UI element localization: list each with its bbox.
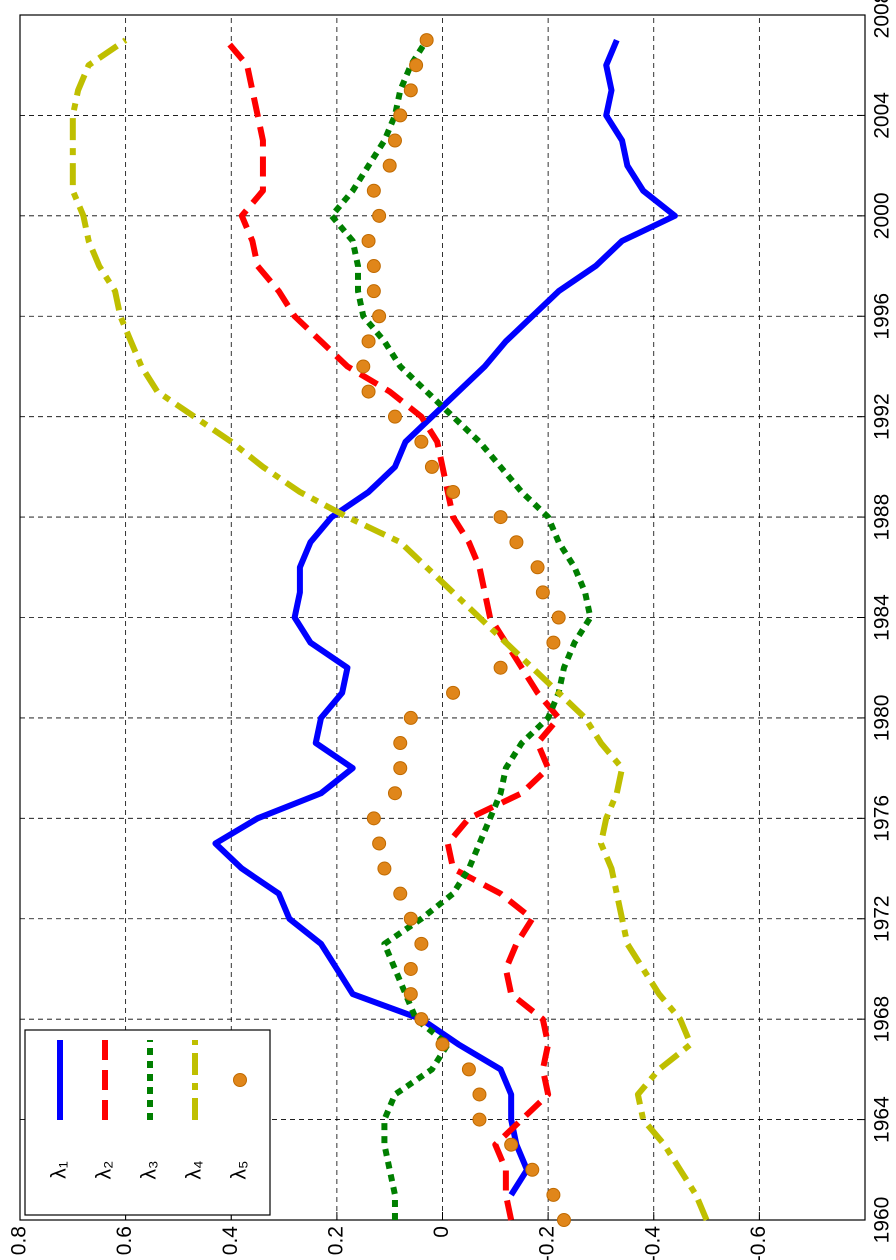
marker	[419, 33, 434, 48]
marker	[393, 886, 408, 901]
marker	[393, 736, 408, 751]
plot-frame	[19, 14, 866, 1221]
x-tick-label: 2000	[871, 192, 894, 239]
x-tick-label: 1968	[871, 996, 894, 1043]
marker	[525, 1162, 540, 1177]
y-tick-label: -0.4	[641, 1226, 664, 1260]
x-tick-label: 1980	[871, 695, 894, 742]
x-tick-label: 2008	[871, 0, 894, 38]
marker	[546, 1187, 561, 1202]
marker	[472, 1112, 487, 1127]
marker	[372, 208, 387, 223]
marker	[530, 560, 545, 575]
marker	[403, 710, 418, 725]
marker	[382, 158, 397, 173]
legend-marker	[233, 1073, 247, 1087]
y-tick-label: 0	[430, 1226, 453, 1238]
marker	[361, 384, 376, 399]
marker	[403, 987, 418, 1002]
marker	[509, 535, 524, 550]
y-tick-label: 0.4	[219, 1226, 242, 1256]
marker	[546, 635, 561, 650]
marker	[372, 309, 387, 324]
marker	[461, 1062, 476, 1077]
x-tick-label: 1964	[871, 1096, 894, 1143]
y-tick-label: 0.6	[113, 1226, 136, 1255]
marker	[372, 836, 387, 851]
marker	[435, 1037, 450, 1052]
marker	[446, 685, 461, 700]
x-tick-label: 1976	[871, 795, 894, 842]
marker	[366, 811, 381, 826]
marker	[414, 936, 429, 951]
legend-label: λ₅	[228, 1161, 251, 1180]
marker	[387, 133, 402, 148]
marker	[361, 233, 376, 248]
series-line	[223, 38, 562, 1221]
legend-label: λ₃	[138, 1160, 161, 1179]
x-tick-label: 1996	[871, 293, 894, 340]
marker	[409, 58, 424, 73]
marker	[393, 761, 408, 776]
x-tick-label: 1988	[871, 494, 894, 541]
marker	[414, 1012, 429, 1027]
marker	[551, 610, 566, 625]
marker	[504, 1137, 519, 1152]
marker	[556, 1213, 571, 1227]
x-tick-label: 2004	[871, 92, 894, 139]
legend-box	[24, 1029, 271, 1216]
marker	[403, 961, 418, 976]
marker	[414, 434, 429, 449]
marker	[472, 1087, 487, 1102]
marker	[366, 183, 381, 198]
marker	[446, 484, 461, 499]
series-line	[212, 38, 678, 1197]
legend: λ₁ λ₂ λ₃ λ₄ λ₅	[24, 1029, 271, 1216]
marker	[387, 409, 402, 424]
marker	[393, 108, 408, 123]
marker	[493, 660, 508, 675]
marker	[424, 459, 439, 474]
marker	[403, 83, 418, 98]
x-tick-label: 1992	[871, 393, 894, 440]
legend-label: λ₂	[93, 1161, 116, 1180]
marker	[356, 359, 371, 374]
marker	[361, 334, 376, 349]
y-tick-label: 0.2	[324, 1226, 347, 1255]
marker	[403, 911, 418, 926]
x-tick-label: 1972	[871, 895, 894, 942]
x-tick-label: 1960	[871, 1197, 894, 1244]
rotated-chart: 1960 1964 1968 1972 1976 1980 1984 1988 1992 1996…	[8, 0, 894, 1260]
marker	[366, 259, 381, 274]
series-line	[69, 37, 710, 1222]
marker	[493, 510, 508, 525]
legend-label: λ₁	[48, 1161, 71, 1179]
marker	[366, 284, 381, 299]
marker	[387, 786, 402, 801]
legend-label: λ₄	[183, 1160, 206, 1179]
y-tick-label: -0.2	[536, 1226, 559, 1260]
x-tick-label: 1984	[871, 594, 894, 641]
y-tick-label: -0.6	[747, 1226, 770, 1260]
marker	[377, 861, 392, 876]
y-tick-label: 0.8	[8, 1226, 31, 1255]
marker	[535, 585, 550, 600]
